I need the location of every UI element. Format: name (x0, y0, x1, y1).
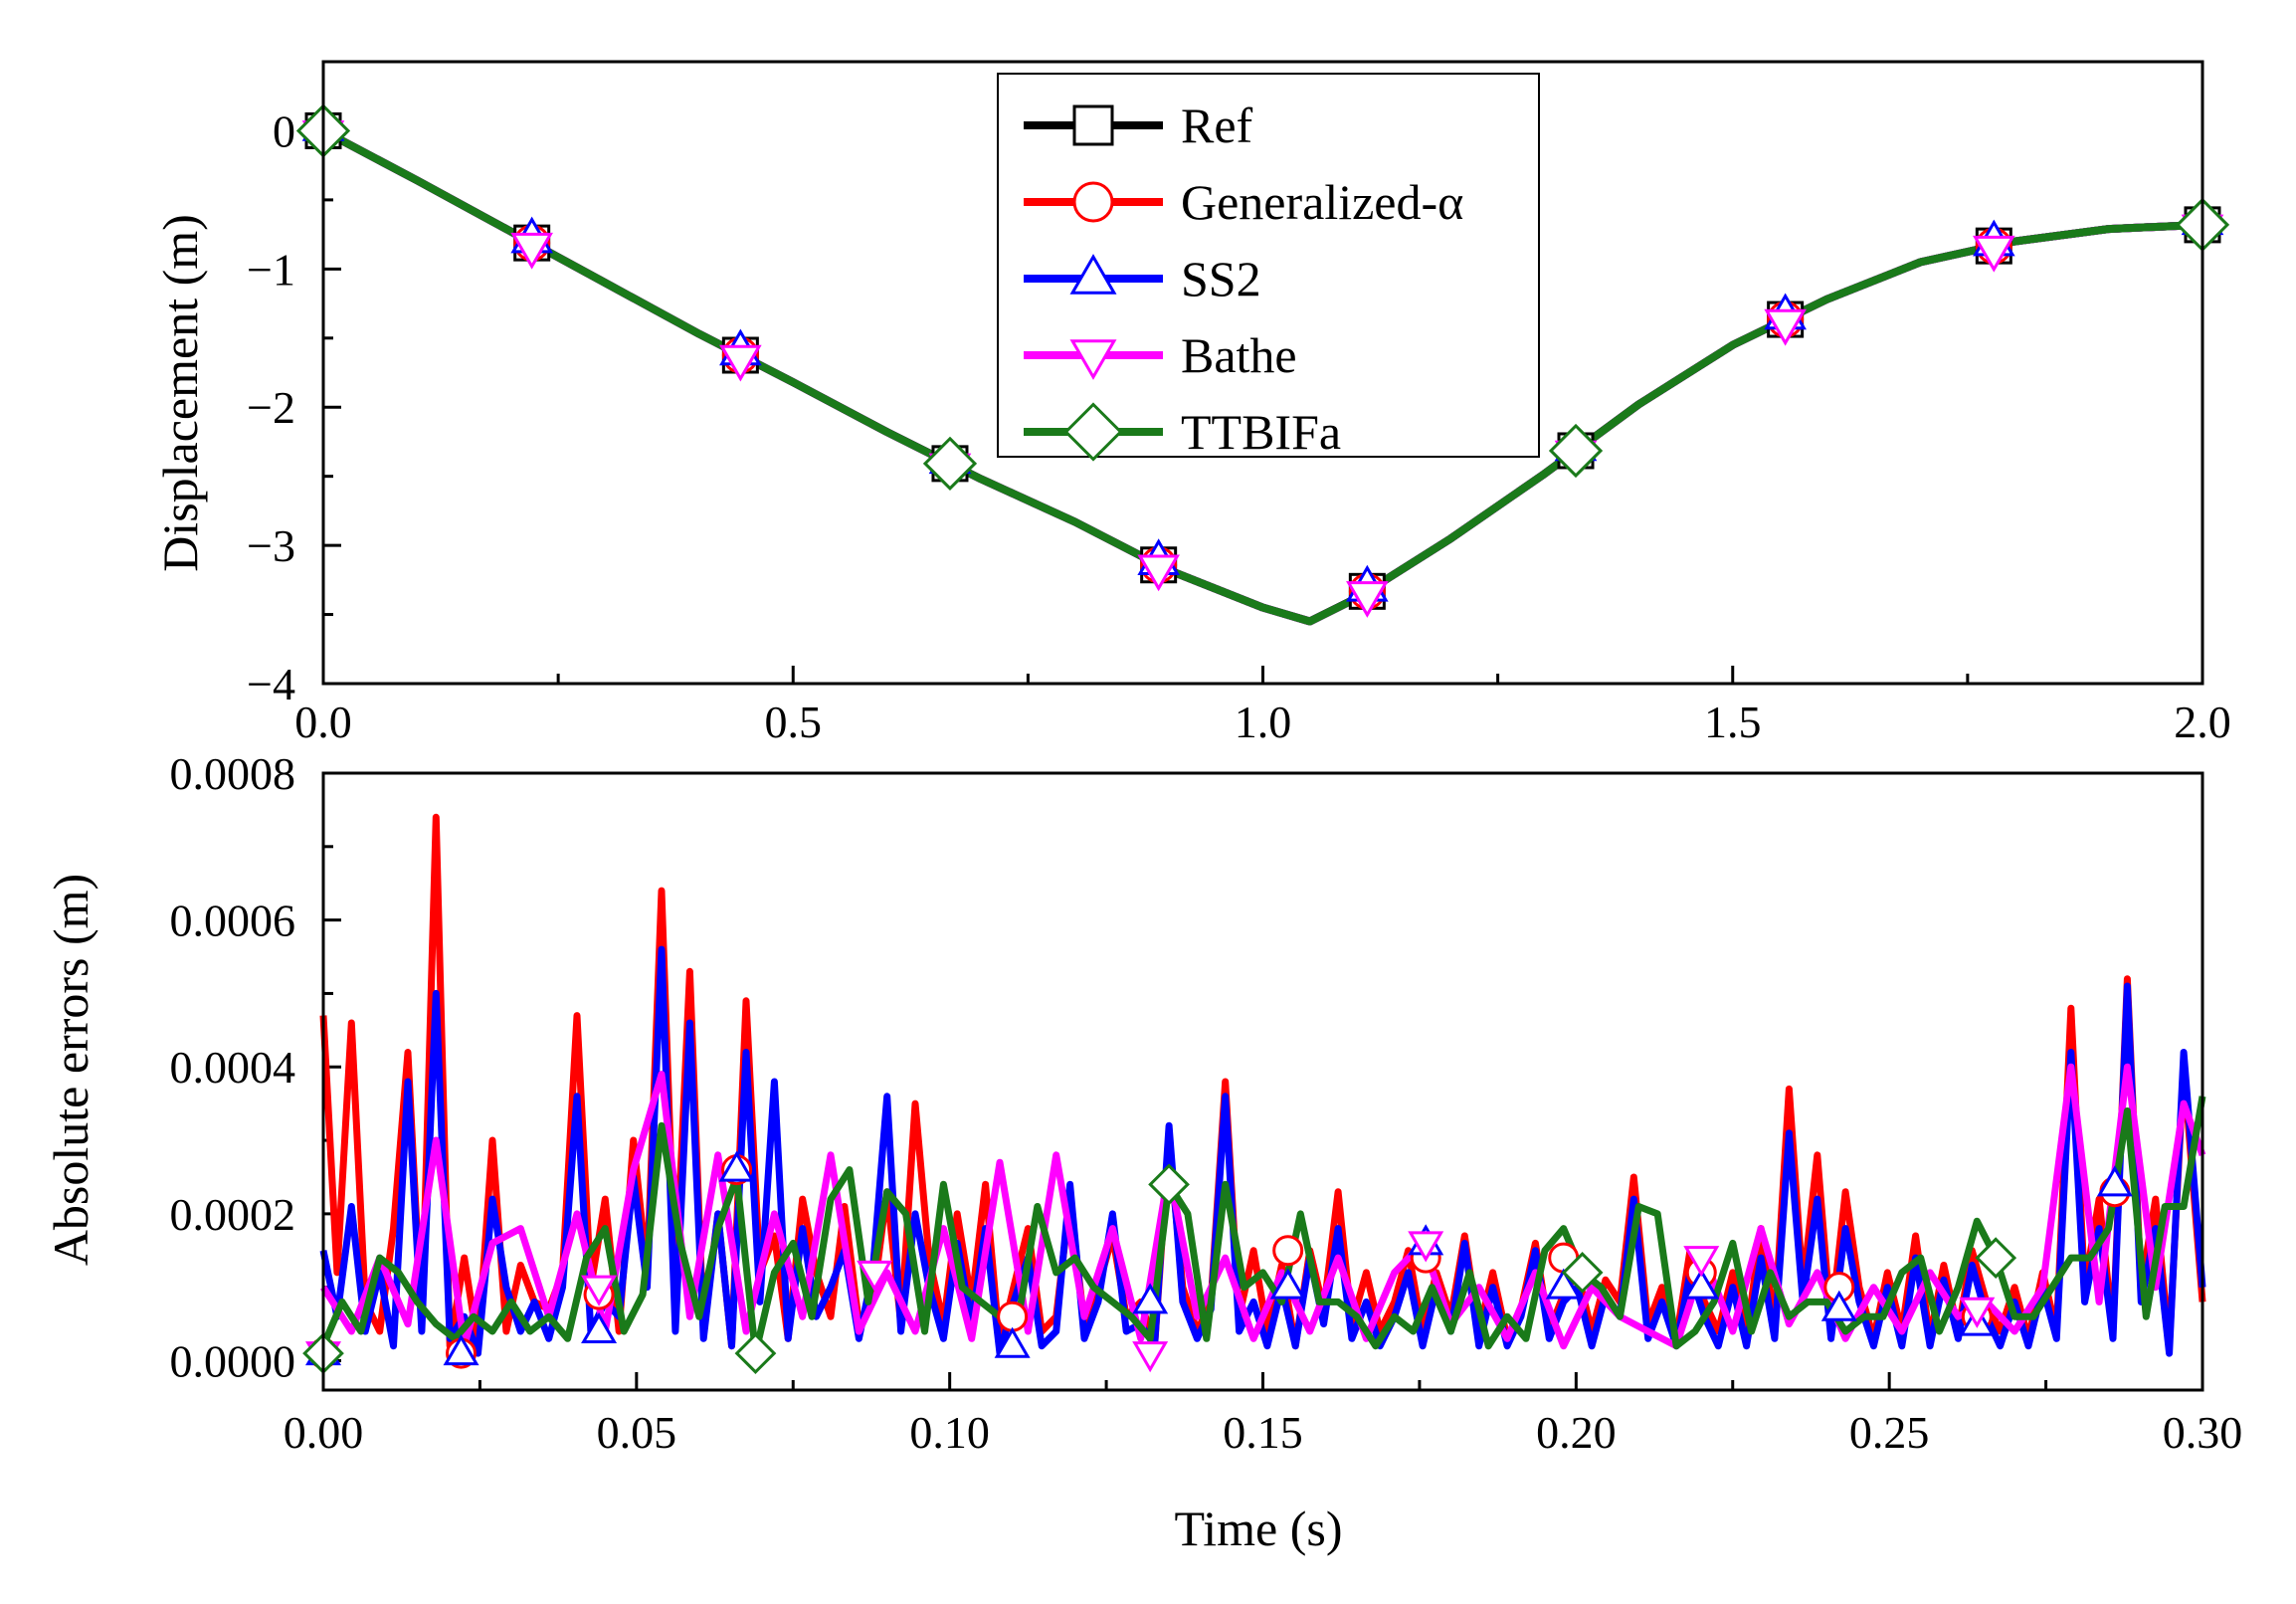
bottom-marker-TTBIFa (1148, 1163, 1190, 1206)
bottom-marker-SS2 (718, 1150, 755, 1182)
legend: Ref Generalized-α SS2 Bathe TTBIFa (997, 73, 1540, 462)
bottom-marker-TTBIFa (1561, 1252, 1604, 1294)
top-x-tick-label: 0.5 (765, 697, 823, 747)
top-y-tick-label: −2 (247, 382, 295, 433)
top-series-markers (295, 103, 2230, 618)
bottom-marker-Generalized-α (997, 1301, 1029, 1332)
bottom-panel: 0.00 0.05 0.10 0.15 0.20 0.25 0.30 0.0000 0.0002… (43, 748, 2242, 1556)
bottom-marker-SS2 (994, 1326, 1031, 1358)
top-marker-Bathe (719, 344, 762, 382)
top-panel: 0.0 0.5 1.0 1.5 2.0 0 −1 −2 −3 −4 Displacement (m… (152, 60, 2231, 747)
bottom-series-markers (302, 1150, 2133, 1374)
top-plot-frame (321, 60, 2204, 686)
top-marker-Bathe (510, 232, 553, 270)
bottom-y-tick-label: 0.0008 (170, 748, 296, 799)
top-x-tick-label: 0.0 (294, 697, 352, 747)
bottom-y-axis-title: Absolute errors (m) (43, 874, 98, 1266)
top-y-axis-title: Displacement (m) (152, 214, 208, 572)
bottom-tick-labels: 0.00 0.05 0.10 0.15 0.20 0.25 0.30 0.0000 0.0002… (170, 748, 2243, 1458)
top-marker-Bathe (1764, 308, 1807, 346)
top-marker-Bathe (1346, 581, 1389, 618)
bottom-series-line-TTBIFa (319, 1096, 2206, 1357)
top-series-lines (321, 126, 2203, 626)
bottom-marker-Bathe (1408, 1231, 1444, 1263)
legend-marker-Bathe (1069, 339, 1117, 380)
legend-label: TTBIFa (1181, 404, 1341, 460)
top-marker-TTBIFa (922, 436, 978, 491)
legend-label: Generalized-α (1181, 174, 1463, 230)
legend-label: Bathe (1181, 327, 1297, 383)
top-marker-Bathe (1973, 235, 2015, 273)
bottom-series-lines (319, 813, 2206, 1357)
bottom-x-tick-label: 0.10 (909, 1407, 990, 1458)
bottom-marker-Bathe (581, 1275, 618, 1306)
bottom-y-tick-label: 0.0006 (170, 896, 296, 946)
bottom-marker-Bathe (1132, 1341, 1169, 1373)
bottom-marker-Bathe (857, 1260, 893, 1292)
legend-marker-SS2 (1069, 254, 1117, 295)
bottom-marker-TTBIFa (734, 1332, 777, 1374)
bottom-x-tick-label: 0.15 (1223, 1407, 1303, 1458)
top-y-tick-label: 0 (273, 105, 295, 156)
bottom-marker-TTBIFa (1975, 1237, 2017, 1280)
top-x-tick-label: 2.0 (2174, 697, 2231, 747)
legend-label: Ref (1181, 98, 1253, 153)
top-x-tick-label: 1.5 (1704, 697, 1762, 747)
top-tick-labels: 0.0 0.5 1.0 1.5 2.0 0 −1 −2 −3 −4 (247, 105, 2231, 747)
legend-marker-Ref (1072, 104, 1114, 146)
bottom-marker-SS2 (2096, 1165, 2133, 1197)
bottom-marker-SS2 (1820, 1290, 1857, 1321)
bottom-x-tick-label: 0.00 (284, 1407, 364, 1458)
bottom-marker-SS2 (1545, 1268, 1582, 1300)
bottom-y-tick-label: 0.0002 (170, 1189, 296, 1240)
legend-label: SS2 (1181, 251, 1261, 306)
bottom-series-line-Bathe (320, 1063, 2206, 1350)
bottom-marker-Bathe (1683, 1246, 1720, 1278)
bottom-x-tick-label: 0.25 (1849, 1407, 1930, 1458)
bottom-x-tick-label: 0.30 (2163, 1407, 2243, 1458)
top-series-line-TTBIFa (321, 126, 2203, 626)
legend-marker-Generalized-α (1072, 181, 1114, 223)
top-x-tick-label: 1.0 (1235, 697, 1292, 747)
bottom-marker-SS2 (1132, 1283, 1169, 1314)
bottom-y-tick-label: 0.0000 (170, 1335, 296, 1386)
bottom-x-axis-title: Time (s) (1174, 1501, 1342, 1556)
bottom-marker-Bathe (1959, 1297, 1996, 1328)
bottom-x-tick-label: 0.05 (597, 1407, 677, 1458)
bottom-marker-Generalized-α (1272, 1235, 1304, 1267)
bottom-x-tick-label: 0.20 (1536, 1407, 1617, 1458)
bottom-y-tick-label: 0.0004 (170, 1042, 296, 1093)
legend-marker-TTBIFa (1063, 402, 1123, 462)
top-y-tick-label: −3 (247, 520, 295, 571)
top-y-tick-label: −4 (247, 659, 295, 709)
bottom-marker-SS2 (1269, 1268, 1306, 1300)
bottom-marker-SS2 (1683, 1268, 1720, 1300)
bottom-plot-frame (321, 771, 2204, 1392)
bottom-marker-SS2 (581, 1311, 618, 1343)
top-marker-TTBIFa (1548, 423, 1604, 479)
top-marker-Bathe (1137, 554, 1180, 592)
top-y-tick-label: −1 (247, 244, 295, 295)
bottom-marker-SS2 (443, 1334, 479, 1366)
